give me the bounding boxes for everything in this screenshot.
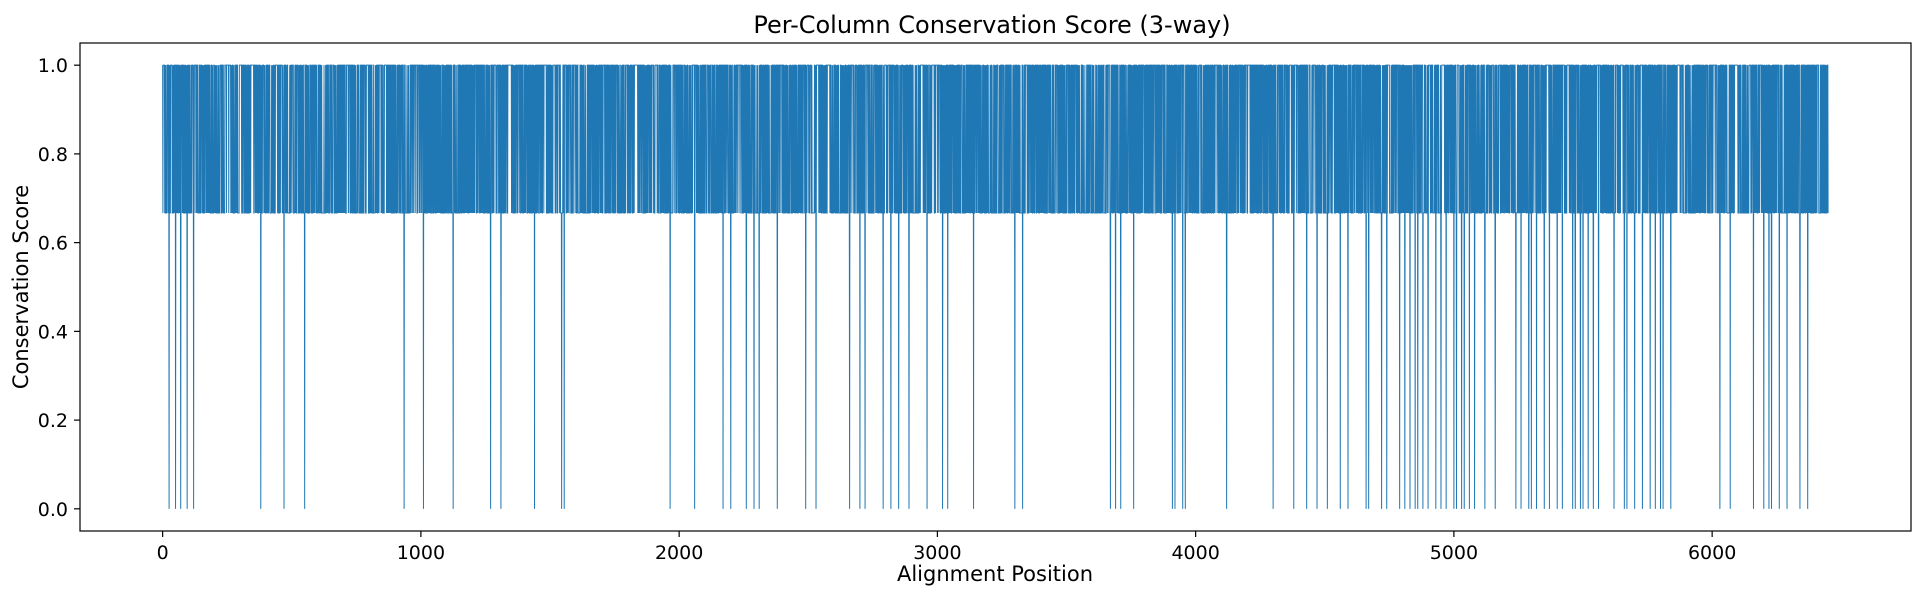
- y-tick-label: 1.0: [38, 55, 68, 77]
- y-tick-label: 0.4: [38, 321, 68, 343]
- y-axis: 0.0 0.2 0.4 0.6 0.8 1.0: [38, 55, 80, 521]
- x-tick-label: 3000: [913, 542, 961, 564]
- x-tick-label: 1000: [397, 542, 445, 564]
- y-tick-label: 0.8: [38, 144, 68, 166]
- series-line: [162, 64, 1829, 509]
- plot-area: [162, 64, 1829, 509]
- y-tick-label: 0.2: [38, 410, 68, 432]
- chart-title: Per-Column Conservation Score (3-way): [753, 11, 1230, 39]
- y-tick-label: 0.0: [38, 499, 68, 521]
- y-axis-label: Conservation Score: [9, 185, 33, 389]
- x-tick-label: 0: [157, 542, 169, 564]
- x-axis: 0 1000 2000 3000 4000 5000 6000: [157, 531, 1736, 564]
- x-tick-label: 5000: [1430, 542, 1478, 564]
- x-tick-label: 4000: [1171, 542, 1219, 564]
- x-axis-label: Alignment Position: [897, 562, 1093, 586]
- x-tick-label: 6000: [1688, 542, 1736, 564]
- plot-frame: [79, 42, 1912, 532]
- x-tick-label: 2000: [655, 542, 703, 564]
- y-tick-label: 0.6: [38, 233, 68, 255]
